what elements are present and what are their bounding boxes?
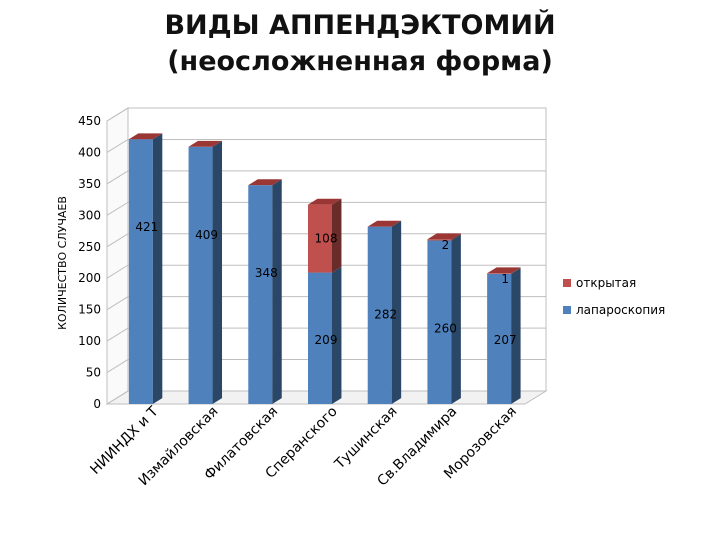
bar-laparoscopy-side [332, 266, 342, 404]
bar-laparoscopy-front [248, 185, 273, 404]
bar-top [188, 140, 223, 147]
bar-laparoscopy [188, 140, 223, 405]
bar-laparoscopy [128, 133, 163, 405]
data-label-laparoscopy: 260 [434, 321, 457, 335]
title-line-1: ВИДЫ АППЕНДЭКТОМИЙ [164, 10, 556, 41]
y-tick-label: 300 [78, 208, 101, 222]
bar-laparoscopy-front [188, 146, 213, 405]
data-label-open: 1 [501, 272, 509, 286]
bar-open-side [511, 267, 521, 274]
gridline [106, 170, 546, 185]
gridline [106, 327, 546, 342]
bar-laparoscopy [308, 266, 342, 404]
side-wall [106, 107, 129, 405]
bar-open-side [332, 198, 342, 273]
y-tick-label: 50 [86, 366, 101, 380]
bar-open-front [308, 204, 332, 273]
bar-top [248, 179, 282, 186]
bar-laparoscopy-front [128, 139, 153, 404]
gridline [106, 264, 546, 279]
y-axis-tick-labels: 0 50 100 150 200 250 300 350 400 450 [78, 114, 101, 411]
gridline [106, 107, 546, 122]
data-label-open: 108 [315, 232, 338, 246]
data-label-laparoscopy: 409 [195, 228, 218, 242]
bar-open-front [487, 273, 512, 274]
data-label-laparoscopy: 282 [374, 308, 397, 322]
data-label-laparoscopy: 348 [255, 266, 278, 280]
legend-swatch [563, 306, 571, 314]
y-tick-label: 400 [78, 145, 101, 159]
bar-top [487, 267, 521, 274]
legend-swatch [563, 279, 571, 287]
gridline [106, 359, 546, 373]
gridline [106, 296, 546, 311]
bar-laparoscopy-front [367, 226, 392, 404]
bar-top [427, 233, 461, 240]
bar-laparoscopy [248, 179, 282, 404]
title-line-2: (неосложненная форма) [167, 46, 553, 77]
legend-label: лапароскопия [576, 303, 665, 317]
bar-open [487, 267, 521, 274]
bar-open-front [427, 239, 452, 241]
bar-laparoscopy-front [427, 240, 452, 404]
y-tick-label: 0 [93, 397, 101, 411]
y-axis-label-group: КОЛИЧЕСТВО СЛУЧАЕВ [56, 196, 69, 330]
y-tick-label: 100 [78, 334, 101, 348]
bar-laparoscopy-side [152, 133, 163, 405]
gridlines [106, 107, 546, 405]
bar-laparoscopy [487, 267, 521, 404]
bar-open [427, 233, 461, 241]
bar-open-side [451, 233, 461, 241]
bar-top [308, 198, 342, 205]
legend-label: открытая [576, 276, 636, 290]
y-tick-label: 200 [78, 271, 101, 285]
gridline [106, 138, 546, 153]
bar-top [128, 133, 163, 140]
y-tick-label: 350 [78, 177, 101, 191]
gridline [106, 390, 546, 405]
bar-laparoscopy [427, 234, 461, 404]
bar-laparoscopy-side [511, 267, 521, 404]
bar-laparoscopy-side [451, 234, 461, 404]
bar-laparoscopy-side [272, 179, 282, 404]
bar-laparoscopy-side [212, 140, 223, 404]
data-labels: 421 409 348 209 108 282 260 2 207 1 [135, 220, 516, 347]
gridline [106, 233, 546, 248]
bar-laparoscopy [367, 220, 402, 404]
bar-laparoscopy-side [391, 220, 402, 404]
bars [128, 133, 521, 405]
x-axis-tick-labels: НИИНДХ и ТИзмайловскаяФилатовскаяСперанс… [87, 403, 520, 489]
data-label-laparoscopy: 207 [494, 333, 517, 347]
legend: открытая лапароскопия [563, 276, 665, 317]
data-label-open: 2 [442, 238, 450, 252]
bar-top [367, 220, 402, 227]
bar-open [308, 198, 342, 273]
y-tick-label: 450 [78, 114, 101, 128]
y-tick-label: 250 [78, 240, 101, 254]
y-tick-label: 150 [78, 303, 101, 317]
bar-laparoscopy-front [487, 273, 512, 404]
chart-title: ВИДЫ АППЕНДЭКТОМИЙ (неосложненная форма) [0, 8, 720, 80]
bar-laparoscopy-front [308, 272, 332, 404]
y-axis-label: КОЛИЧЕСТВО СЛУЧАЕВ [56, 196, 69, 330]
data-label-laparoscopy: 209 [315, 333, 338, 347]
gridline [106, 201, 546, 216]
data-label-laparoscopy: 421 [135, 220, 158, 234]
